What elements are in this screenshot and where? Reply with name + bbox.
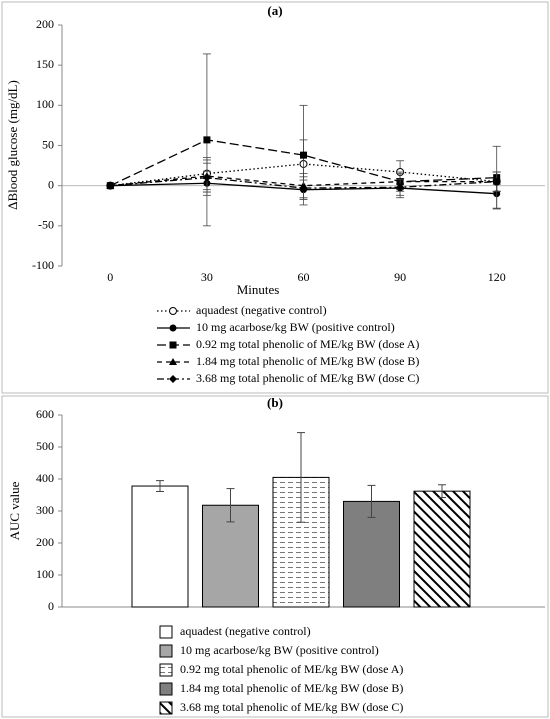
y-tick-label: 0: [48, 599, 54, 613]
data-point: [106, 181, 115, 190]
y-tick-label: 300: [36, 503, 54, 517]
chart-title: (a): [267, 3, 282, 18]
y-tick-label: -50: [38, 218, 54, 232]
x-tick-label: 0: [107, 270, 113, 284]
panel-frame: [1, 1, 549, 394]
y-axis-label: ΔBlood glucose (mg/dL): [5, 80, 20, 210]
data-point: [300, 151, 307, 159]
data-point: [203, 136, 211, 144]
x-tick-label: 90: [394, 270, 406, 284]
y-tick-label: 100: [36, 567, 54, 581]
y-tick-label: 500: [36, 439, 54, 453]
legend-label: aquadest (negative control): [180, 624, 311, 638]
legend-marker: [169, 307, 177, 315]
legend-label: 3.68 mg total phenolic of ME/kg BW (dose…: [196, 371, 419, 385]
data-point: [396, 183, 405, 192]
y-tick-label: 150: [36, 57, 54, 71]
legend-swatch: [159, 625, 173, 639]
y-tick-label: 200: [36, 17, 54, 31]
legend-label: 3.68 mg total phenolic of ME/kg BW (dose…: [180, 700, 403, 714]
bar: [413, 490, 471, 608]
legend-label: 1.84 mg total phenolic of ME/kg BW (dose…: [180, 681, 403, 695]
series-line: [110, 175, 497, 187]
x-tick-label: 30: [201, 270, 213, 284]
legend-label: 0.92 mg total phenolic of ME/kg BW (dose…: [196, 337, 419, 351]
legend-label: 0.92 mg total phenolic of ME/kg BW (dose…: [180, 662, 403, 676]
legend-marker: [169, 358, 177, 365]
y-tick-label: 100: [36, 97, 54, 111]
legend-swatch: [159, 644, 173, 658]
chart-title: (b): [267, 395, 283, 410]
data-point: [492, 177, 501, 186]
series-line: [110, 139, 497, 187]
y-tick-label: 600: [36, 407, 54, 421]
legend-swatch: [159, 701, 173, 715]
y-axis-label: AUC value: [7, 481, 22, 540]
legend-marker: [169, 375, 177, 383]
legend-label: 10 mg acarbose/kg BW (positive control): [180, 643, 379, 657]
bar: [131, 485, 189, 608]
y-tick-label: 200: [36, 535, 54, 549]
legend-label: 1.84 mg total phenolic of ME/kg BW (dose…: [196, 354, 419, 368]
legend-label: 10 mg acarbose/kg BW (positive control): [196, 320, 395, 334]
series-line: [110, 163, 497, 187]
bar: [343, 500, 400, 608]
data-point: [299, 184, 308, 193]
panel-frame: [1, 395, 549, 718]
legend-swatch: [159, 682, 173, 696]
x-axis-label: Minutes: [237, 282, 280, 297]
y-tick-label: 0: [48, 177, 54, 191]
data-point: [202, 173, 211, 182]
legend-marker: [169, 341, 177, 349]
y-tick-label: 50: [42, 137, 54, 151]
y-tick-label: 400: [36, 471, 54, 485]
x-tick-label: 120: [488, 270, 506, 284]
legend-swatch: [159, 663, 173, 677]
legend-label: aquadest (negative control): [196, 303, 327, 317]
x-tick-label: 60: [298, 270, 310, 284]
series-line: [110, 176, 497, 189]
y-tick-label: -100: [32, 258, 54, 272]
legend-marker: [169, 324, 177, 332]
